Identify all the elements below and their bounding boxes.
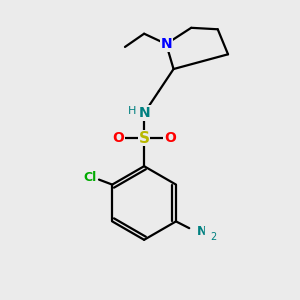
Text: N: N — [160, 37, 172, 51]
Text: Cl: Cl — [83, 171, 97, 184]
Text: O: O — [112, 131, 124, 145]
Text: NH: NH — [196, 225, 217, 238]
Text: N: N — [138, 106, 150, 120]
Text: 2: 2 — [210, 232, 217, 242]
Text: S: S — [139, 131, 150, 146]
Text: O: O — [164, 131, 176, 145]
Text: H: H — [128, 106, 136, 116]
